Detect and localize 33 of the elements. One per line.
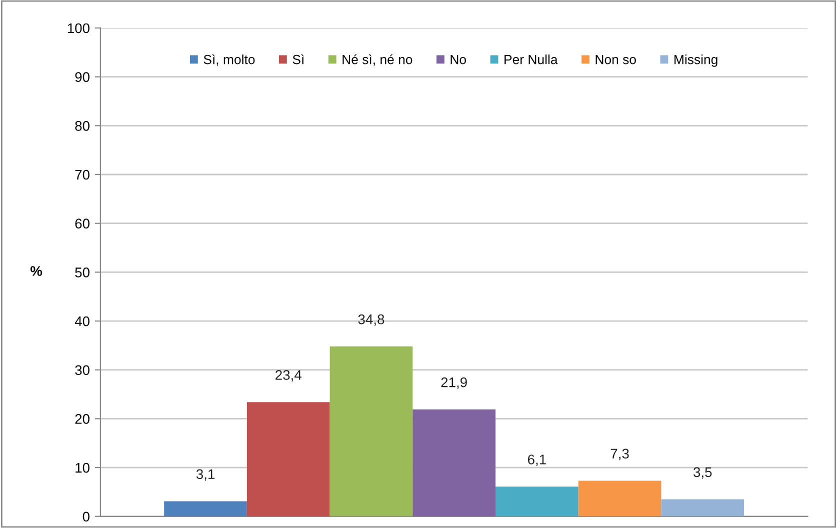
- data-label: 3,1: [196, 469, 214, 481]
- y-tick-label: 30: [75, 365, 90, 376]
- y-tick-label: 100: [68, 23, 90, 34]
- y-axis-title: %: [30, 266, 42, 276]
- bar: [661, 499, 744, 516]
- legend-label: Non so: [596, 54, 636, 64]
- bar: [164, 501, 247, 516]
- y-tick-label: 70: [75, 170, 90, 180]
- data-label: 6,1: [528, 454, 546, 466]
- y-tick-label: 90: [75, 72, 90, 82]
- y-tick-label: 10: [76, 462, 90, 473]
- legend-label: No: [450, 54, 466, 64]
- legend-label: Per Nulla: [504, 54, 558, 64]
- y-tick-label: 40: [74, 316, 90, 326]
- legend-label: Missing: [674, 54, 718, 67]
- y-tick-label: 0: [82, 512, 90, 522]
- bar: [412, 409, 496, 516]
- data-label: 21,9: [441, 377, 467, 389]
- legend-label: Sì: [292, 54, 304, 64]
- bar: [330, 346, 413, 516]
- data-label: 7,3: [610, 448, 629, 460]
- y-tick-label: 80: [75, 121, 90, 131]
- data-label: 34,8: [358, 314, 384, 326]
- bar: [578, 480, 662, 516]
- legend-label: Né sì, né no: [342, 54, 412, 66]
- y-tick-label: 50: [75, 268, 90, 278]
- bar: [496, 486, 578, 516]
- y-tick-label: 60: [75, 218, 90, 229]
- y-tick-label: 20: [75, 414, 90, 424]
- data-label: 3,5: [694, 467, 712, 479]
- data-label: 23,4: [276, 370, 302, 382]
- legend-label: Sì, molto: [204, 54, 255, 66]
- bar: [246, 402, 330, 516]
